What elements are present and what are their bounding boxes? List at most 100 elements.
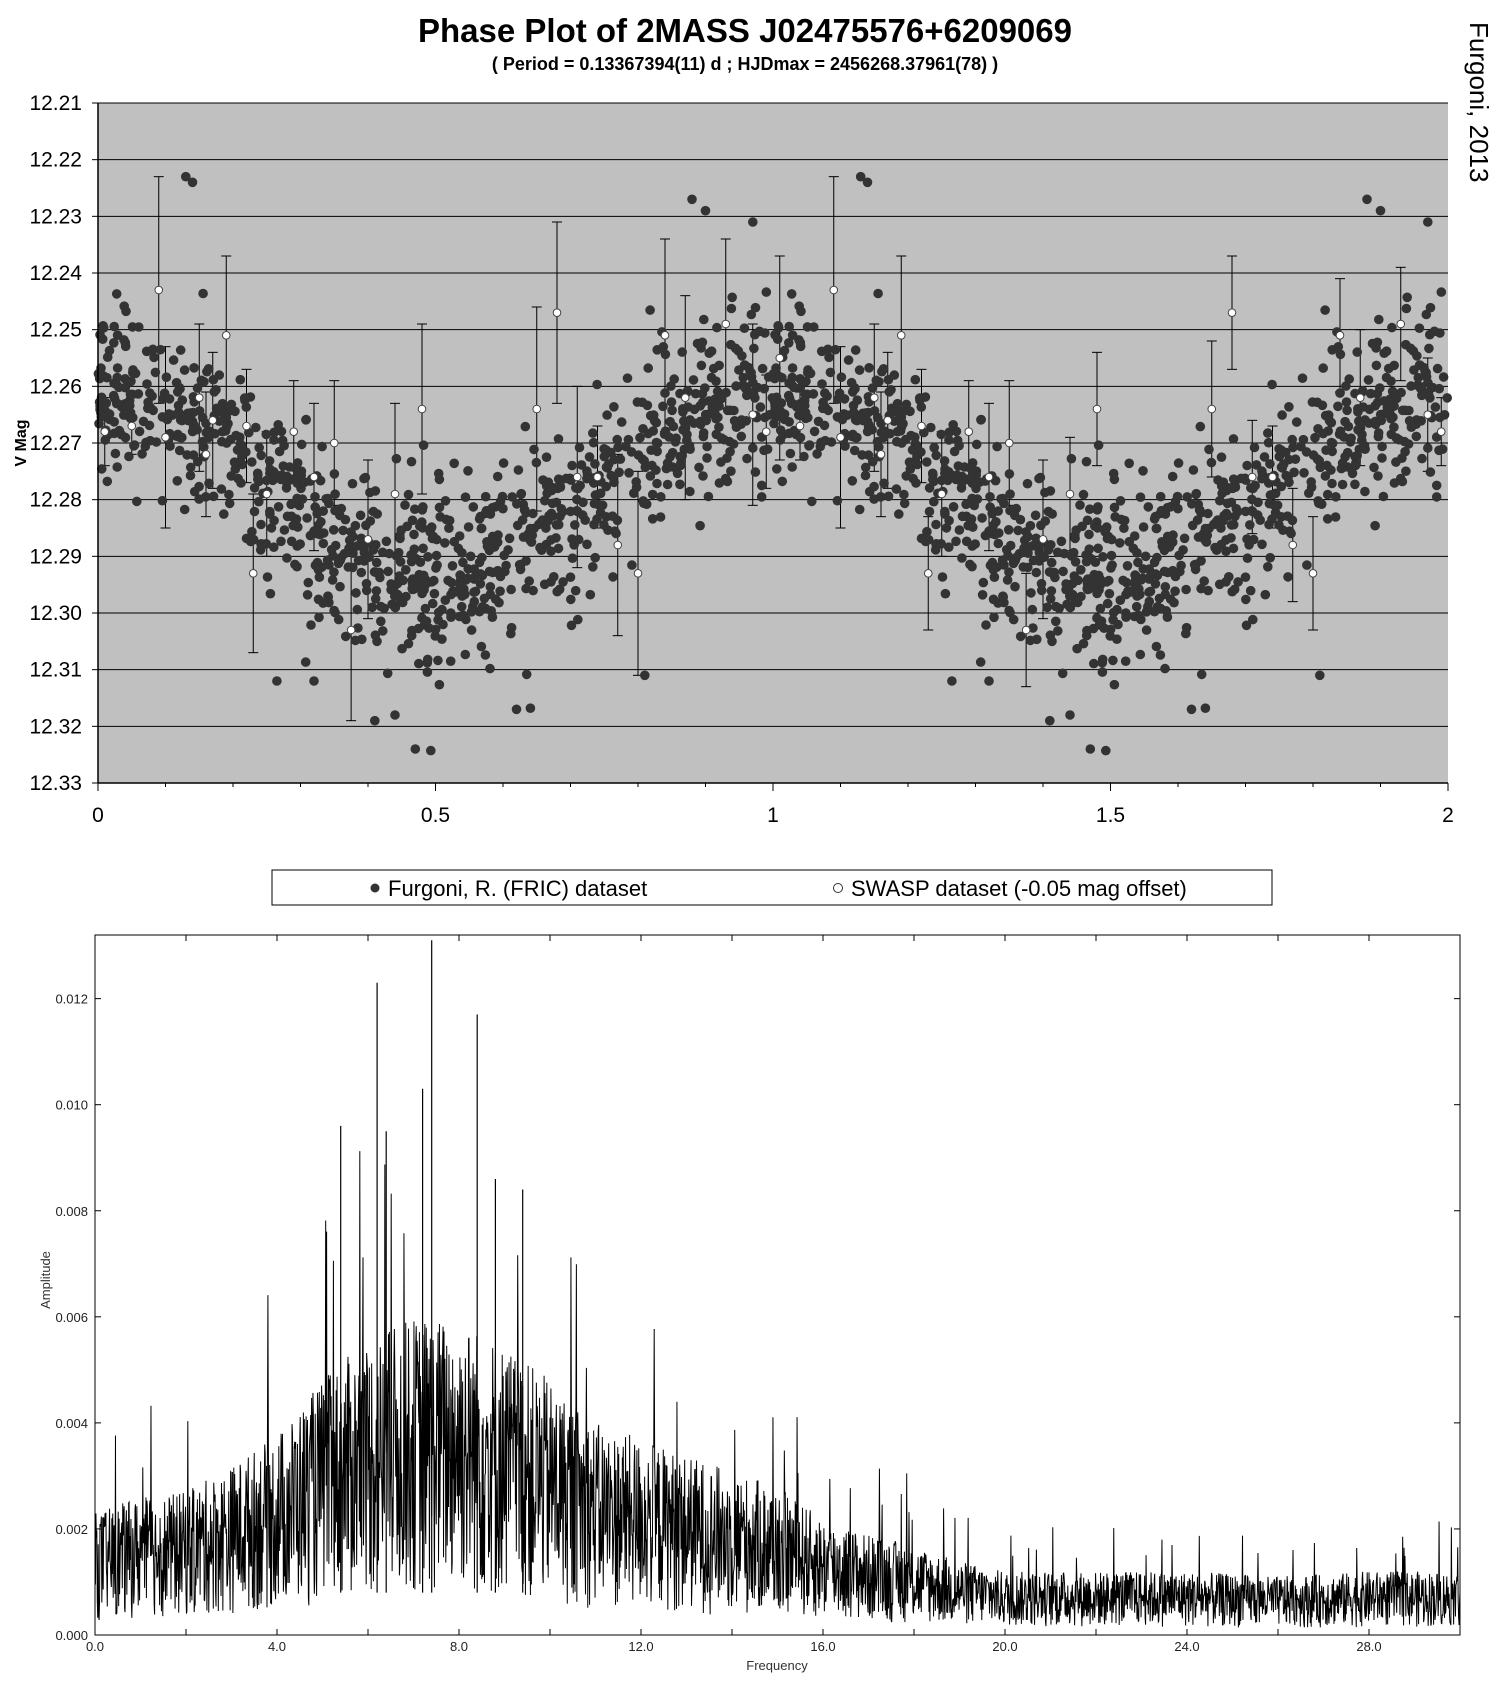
fric-point [1104,588,1115,599]
fric-point [1335,349,1346,360]
fric-point [1215,495,1225,506]
fric-point [633,450,644,460]
fric-point [896,422,907,432]
fric-point [801,376,811,387]
fric-point [463,573,473,584]
fric-point [104,345,115,356]
fric-point [528,585,538,596]
fric-point [1015,631,1026,642]
fric-point [1082,575,1092,586]
fric-point [1228,543,1239,554]
fric-point [1179,533,1190,544]
fric-point [1154,593,1165,604]
fric-point [540,495,550,506]
fric-point [787,363,798,373]
swasp-point [883,416,893,425]
fric-point [750,467,761,477]
fric-point [588,562,598,572]
swasp-point [572,472,582,482]
fric-point [1118,575,1128,586]
swasp-point [1227,308,1237,317]
fric-point [1028,623,1038,633]
fric-point [730,343,741,354]
fric-point [1057,668,1068,679]
fric-point [1042,602,1052,613]
fric-point [241,533,252,544]
swasp-point [346,625,356,635]
fric-point [330,489,340,500]
fric-point [402,521,413,532]
fric-point [434,502,445,513]
fric-point [181,171,191,182]
fric-point [1436,287,1447,297]
fric-point [825,367,836,378]
fric-point [724,436,735,447]
fric-point [573,614,583,625]
fric-point [460,589,470,600]
legend-marker-swasp [833,883,843,893]
fric-point [1287,434,1297,445]
y-tick-label: 12.24 [29,262,82,285]
fric-point [1188,465,1199,475]
fric-point [114,382,124,393]
fric-point [714,360,724,371]
fric-point [565,572,576,582]
fric-point [1182,492,1192,502]
fric-point [1247,494,1257,505]
y-tick-label: 0.002 [55,1522,88,1537]
fric-point [1167,471,1178,482]
fric-point [656,492,666,502]
swasp-point [1004,438,1014,448]
fric-point [778,430,788,440]
fric-point [681,418,691,428]
fric-point [116,429,127,440]
fric-point [338,525,348,536]
fric-point [282,511,293,522]
fric-point [329,469,340,479]
y-axis-label: V Mag [13,419,30,466]
fric-point [99,411,110,421]
fric-point [764,410,775,420]
fric-point [1434,383,1444,394]
fric-point [1081,630,1092,641]
fric-point [1039,552,1049,562]
swasp-point [869,393,879,402]
fric-point [554,584,565,595]
fric-point [891,484,902,494]
fric-point [370,594,381,604]
fric-point [1135,492,1146,503]
fric-point [150,367,161,378]
fric-point [984,676,994,686]
fric-point [1406,381,1416,391]
fric-point [111,398,122,409]
fric-point [1036,585,1047,596]
fric-point [1121,608,1131,618]
fric-point [1101,523,1111,534]
fric-point [329,605,339,616]
fric-point [469,587,479,597]
fric-point [1172,491,1183,502]
fric-point [1078,638,1089,649]
fric-point [1203,585,1213,596]
fric-point [112,462,122,472]
fric-point [546,546,556,556]
fric-point [742,390,752,401]
fric-point [1337,479,1348,490]
fric-point [443,575,453,586]
swasp-point [829,285,839,295]
fric-point [1414,323,1425,334]
fric-point [1109,679,1120,690]
swasp-point [836,433,845,442]
fric-point [1277,410,1287,420]
fric-point [1397,405,1408,416]
fric-point [1318,428,1328,439]
fric-point [1196,669,1207,680]
swasp-point [417,404,427,414]
fric-point [924,506,935,517]
fric-point [884,387,895,397]
fric-point [344,543,354,554]
swasp-point [309,472,319,482]
fric-point [570,520,580,530]
fric-point [410,744,421,754]
fric-point [864,363,874,373]
